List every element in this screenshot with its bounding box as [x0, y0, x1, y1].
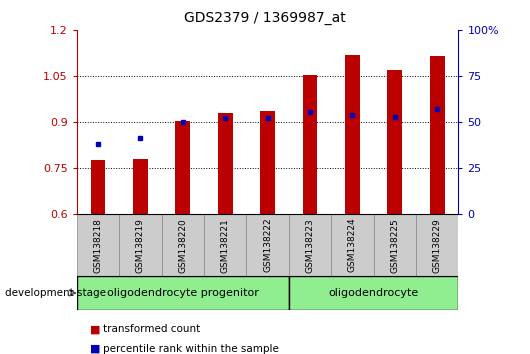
Text: GSM138221: GSM138221: [221, 218, 229, 273]
Text: GSM138219: GSM138219: [136, 218, 145, 273]
Bar: [260, 112, 275, 214]
Text: ■: ■: [90, 324, 101, 334]
Bar: [77, 214, 119, 276]
Text: oligodendrocyte: oligodendrocyte: [329, 288, 419, 298]
Bar: [77, 276, 289, 310]
Bar: [162, 214, 204, 276]
Text: oligodendrocyte progenitor: oligodendrocyte progenitor: [107, 288, 259, 298]
Text: development stage: development stage: [5, 288, 107, 298]
Bar: [387, 70, 402, 214]
Text: GSM138225: GSM138225: [391, 218, 399, 273]
Bar: [91, 160, 105, 214]
Bar: [345, 55, 360, 214]
Bar: [204, 214, 246, 276]
Text: GDS2379 / 1369987_at: GDS2379 / 1369987_at: [184, 11, 346, 25]
Bar: [374, 214, 416, 276]
Text: transformed count: transformed count: [103, 324, 200, 334]
Text: GSM138229: GSM138229: [433, 218, 441, 273]
Text: ■: ■: [90, 344, 101, 354]
Text: percentile rank within the sample: percentile rank within the sample: [103, 344, 279, 354]
Text: GSM138222: GSM138222: [263, 218, 272, 273]
Bar: [119, 214, 162, 276]
Bar: [416, 214, 458, 276]
Bar: [303, 75, 317, 214]
Bar: [289, 276, 458, 310]
Text: GSM138218: GSM138218: [94, 218, 102, 273]
Text: GSM138220: GSM138220: [179, 218, 187, 273]
Bar: [289, 214, 331, 276]
Bar: [246, 214, 289, 276]
Bar: [133, 159, 148, 214]
Bar: [175, 121, 190, 214]
Text: GSM138223: GSM138223: [306, 218, 314, 273]
Bar: [331, 214, 374, 276]
Text: GSM138224: GSM138224: [348, 218, 357, 273]
Bar: [218, 113, 233, 214]
Bar: [430, 56, 445, 214]
